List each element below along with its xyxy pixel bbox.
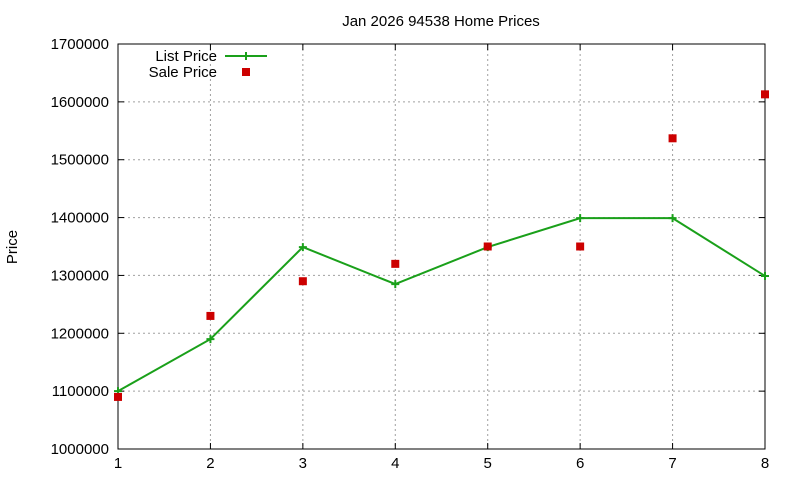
x-tick-label: 2 <box>206 455 214 472</box>
square-point <box>391 259 400 268</box>
y-tick-label: 1300000 <box>51 267 109 284</box>
series-list-price <box>114 214 769 396</box>
plus-point <box>576 214 585 223</box>
y-tick-label: 1500000 <box>51 152 109 169</box>
x-tick-label: 1 <box>114 455 122 472</box>
plus-point <box>206 335 215 344</box>
square-point <box>114 392 122 401</box>
axis-ticks <box>117 43 766 450</box>
x-tick-label: 8 <box>761 455 769 472</box>
square-point <box>483 242 492 251</box>
square-point <box>761 90 769 99</box>
y-tick-label: 1200000 <box>51 325 109 342</box>
plus-point <box>668 214 677 223</box>
series-sale-price <box>114 90 769 401</box>
y-tick-label: 1400000 <box>51 210 109 227</box>
x-tick-label: 4 <box>391 455 399 472</box>
y-tick-label: 1700000 <box>51 36 109 53</box>
legend-plus-swatch <box>242 52 250 60</box>
grid <box>118 44 765 449</box>
plus-point <box>391 280 400 289</box>
y-axis-label: Price <box>4 230 21 264</box>
tick-labels: 1 2 3 4 5 6 7 8 1000000 1100000 1200000 1300000 1400… <box>51 36 770 472</box>
legend-square-swatch <box>242 68 250 76</box>
plus-point <box>298 243 307 252</box>
plus-point <box>761 272 769 281</box>
x-tick-label: 6 <box>576 455 584 472</box>
y-tick-label: 1000000 <box>51 441 109 458</box>
series-line <box>117 217 766 393</box>
x-tick-label: 5 <box>484 455 492 472</box>
square-point <box>576 242 585 251</box>
square-point <box>668 134 677 143</box>
plot-frame <box>117 43 766 450</box>
square-point <box>206 311 215 320</box>
y-tick-label: 1600000 <box>51 94 109 111</box>
legend-label: List Price <box>155 48 217 65</box>
x-tick-label: 3 <box>299 455 307 472</box>
series <box>114 90 769 401</box>
x-tick-label: 7 <box>668 455 676 472</box>
chart-title: Jan 2026 94538 Home Prices <box>342 13 540 30</box>
y-tick-label: 1100000 <box>52 383 109 400</box>
legend-label: Sale Price <box>149 64 217 81</box>
square-point <box>298 277 307 286</box>
